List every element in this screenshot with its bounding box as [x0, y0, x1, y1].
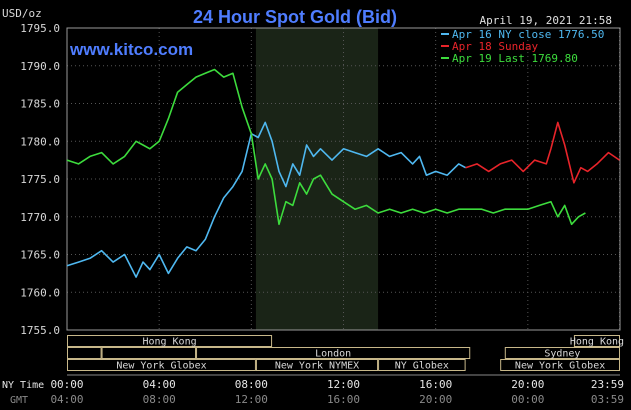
session-label: New York Globex — [515, 361, 605, 372]
plot-frame — [66, 27, 621, 331]
x-tick-label-gmt: 04:00 — [50, 393, 83, 406]
legend-entry: Apr 19 Last 1769.80 — [452, 52, 578, 65]
x-tick-label-gmt: 12:00 — [235, 393, 268, 406]
nymex-session-band — [255, 28, 379, 330]
x-tick-label-gmt: 03:59 — [591, 393, 624, 406]
session-box — [67, 347, 102, 359]
x-tick-label-ny: 16:00 — [419, 378, 452, 391]
x-tick-label-ny: 08:00 — [235, 378, 268, 391]
x-tick-label-gmt: 08:00 — [143, 393, 176, 406]
y-tick-label: 1760.0 — [20, 286, 60, 299]
session-label: Hong Kong — [142, 337, 196, 348]
y-tick-label: 1775.0 — [20, 173, 60, 186]
session-label: Sydney — [544, 349, 580, 360]
session-label: New York NYMEX — [275, 361, 359, 372]
x-tick-label-ny: 12:00 — [327, 378, 360, 391]
x-tick-label-gmt: 20:00 — [419, 393, 452, 406]
y-tick-label: 1780.0 — [20, 135, 60, 148]
x-tick-label-ny: 00:00 — [50, 378, 83, 391]
session-label: London — [315, 349, 351, 360]
unit-label: USD/oz — [2, 7, 42, 20]
session-box — [255, 359, 379, 371]
x-tick-label-gmt: 16:00 — [327, 393, 360, 406]
session-label: New York Globex — [116, 361, 206, 372]
y-tick-label: 1795.0 — [20, 22, 60, 35]
session-label: NY Globex — [395, 361, 449, 372]
series-line-apr18 — [465, 121, 620, 184]
x-tick-label-gmt: 00:00 — [511, 393, 544, 406]
y-tick-label: 1785.0 — [20, 98, 60, 111]
session-box — [196, 347, 471, 359]
y-tick-label: 1765.0 — [20, 249, 60, 262]
session-box — [500, 359, 620, 371]
timestamp: April 19, 2021 21:58 — [480, 14, 612, 27]
x-tick-label-ny: 04:00 — [143, 378, 176, 391]
x-tick-label-ny: 23:59 — [591, 378, 624, 391]
watermark: www.kitco.com — [69, 40, 193, 59]
session-label: Hong Kong — [570, 337, 624, 348]
gmt-label: GMT — [10, 395, 28, 406]
y-tick-label: 1755.0 — [20, 324, 60, 337]
session-box — [101, 347, 197, 359]
ny-time-label: NY Time — [2, 380, 44, 391]
session-box — [504, 347, 620, 359]
session-box — [378, 359, 466, 371]
session-box — [67, 335, 273, 347]
series-line-apr19 — [66, 68, 586, 226]
series-line-apr16 — [66, 121, 466, 278]
y-tick-label: 1770.0 — [20, 211, 60, 224]
y-tick-label: 1790.0 — [20, 60, 60, 73]
session-box — [573, 335, 621, 347]
legend-entry: Apr 16 NY close 1776.50 — [452, 28, 604, 41]
legend-entry: Apr 18 Sunday — [452, 40, 538, 53]
chart-title: 24 Hour Spot Gold (Bid) — [193, 7, 397, 27]
session-box — [67, 359, 256, 371]
x-tick-label-ny: 20:00 — [511, 378, 544, 391]
